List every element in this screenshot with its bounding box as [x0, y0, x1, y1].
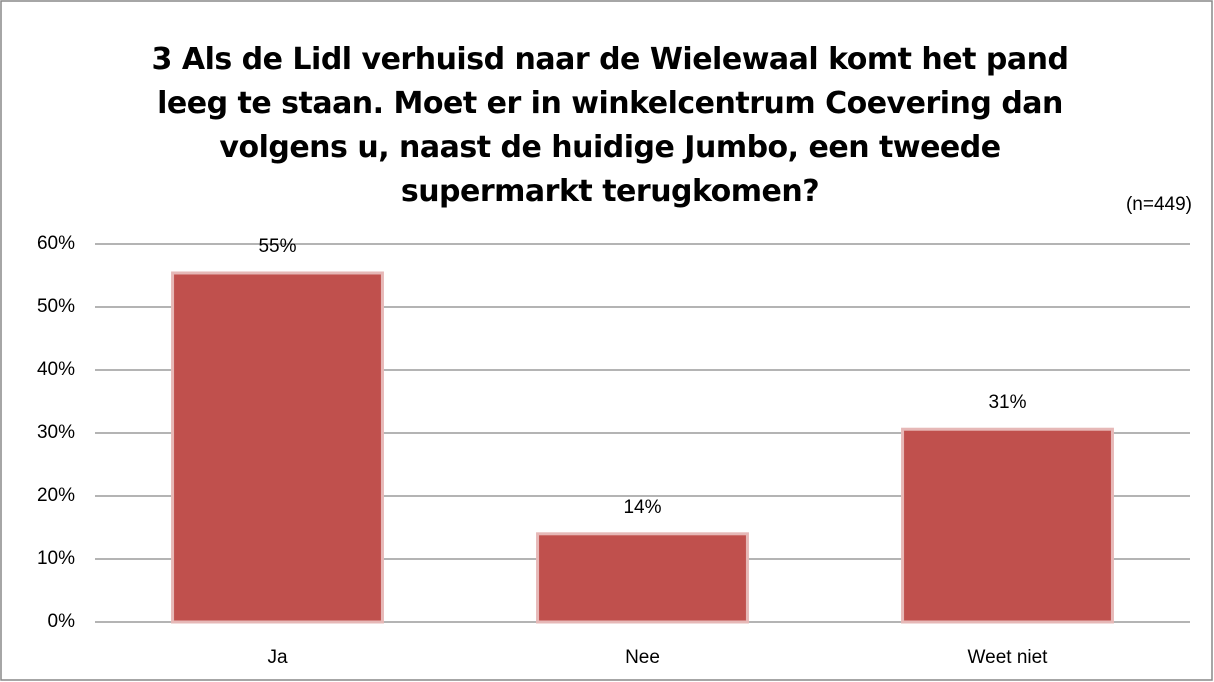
bar — [536, 532, 749, 624]
chart-title: 3 Als de Lidl verhuisd naar de Wielewaal… — [151, 42, 1069, 209]
sample-size: (n=449) — [1126, 194, 1192, 215]
bar — [901, 427, 1114, 624]
x-tick-label: Ja — [267, 647, 288, 668]
bar — [171, 271, 384, 624]
y-tick-label: 0% — [48, 611, 76, 632]
y-tick-label: 10% — [37, 548, 75, 569]
x-tick-label: Weet niet — [968, 647, 1049, 668]
y-tick-label: 60% — [37, 233, 75, 254]
y-tick-label: 40% — [37, 359, 75, 380]
value-label: 14% — [623, 497, 661, 518]
y-tick-label: 30% — [37, 422, 75, 443]
y-tick-label: 50% — [37, 296, 75, 317]
value-label: 31% — [988, 392, 1026, 413]
y-tick-label: 20% — [37, 485, 75, 506]
value-label: 55% — [258, 236, 296, 257]
x-tick-label: Nee — [625, 647, 660, 668]
